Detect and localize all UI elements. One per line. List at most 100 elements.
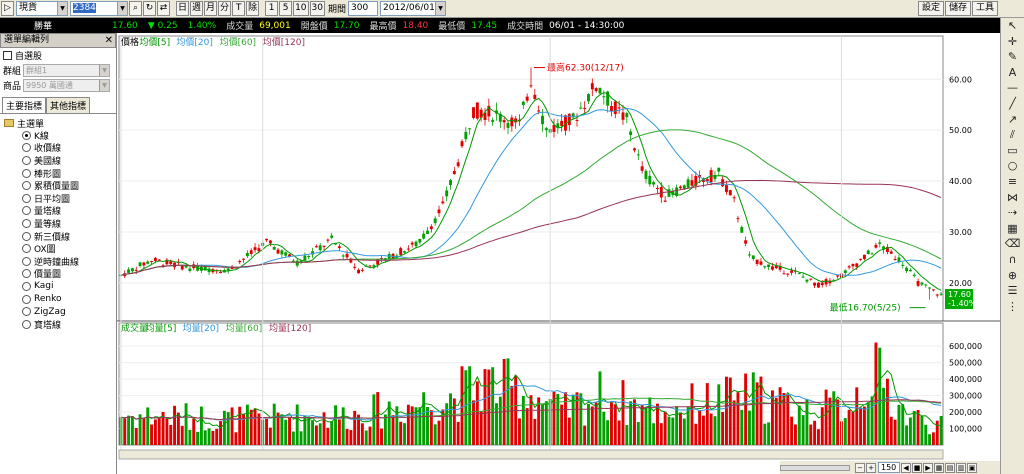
period-count-input[interactable]: 300 bbox=[348, 1, 378, 16]
channel-icon[interactable]: ⫽ bbox=[1010, 128, 1015, 142]
circle-icon[interactable]: ○ bbox=[1007, 159, 1018, 173]
search-icon[interactable]: ⌕ bbox=[129, 1, 142, 16]
candle-body bbox=[560, 120, 564, 126]
stock-code-input[interactable]: 2384 ▼ bbox=[70, 1, 128, 16]
indicator-item[interactable]: OX圖 bbox=[0, 242, 116, 255]
indicator-item[interactable]: 量塔線 bbox=[0, 205, 116, 217]
ray-icon[interactable]: ↗ bbox=[1007, 112, 1018, 126]
volume-bar bbox=[587, 403, 590, 445]
radio-button[interactable] bbox=[22, 143, 31, 153]
indicator-item[interactable]: Renko bbox=[0, 293, 116, 306]
fibo-icon[interactable]: ≡ bbox=[1007, 174, 1018, 188]
zoom-input[interactable]: 150 bbox=[878, 462, 900, 473]
interval-30-button[interactable]: 30 bbox=[309, 1, 325, 16]
chart-area[interactable]: 60.00 50.00 40.00 30.00 20.00 600,000 500,000 4… bbox=[117, 33, 1000, 474]
grid-icon[interactable]: ▦ bbox=[1007, 221, 1018, 235]
interval-5-button[interactable]: 5 bbox=[279, 1, 293, 16]
volume-bar bbox=[640, 404, 644, 445]
date-input[interactable]: 2012/06/01 ▼ bbox=[380, 1, 446, 16]
indicator-item[interactable]: 收價線 bbox=[0, 142, 116, 154]
play-icon[interactable]: ▷ bbox=[1, 1, 14, 16]
eraser-icon[interactable]: ⌫ bbox=[1004, 237, 1021, 251]
tree-root[interactable]: 主選單 bbox=[0, 117, 116, 130]
radio-button[interactable] bbox=[22, 319, 31, 329]
tab-other-indicators[interactable]: 其他指標 bbox=[46, 97, 91, 113]
radio-button[interactable] bbox=[22, 307, 31, 317]
period-week-button[interactable]: 週 bbox=[190, 1, 204, 16]
zoom-icon[interactable]: ⊕ bbox=[1007, 268, 1018, 282]
self-select-checkbox[interactable] bbox=[3, 51, 12, 60]
nav-prev-button[interactable]: ◀ bbox=[901, 462, 911, 473]
stock-chart-svg[interactable]: 60.00 50.00 40.00 30.00 20.00 600,000 500,000 4… bbox=[117, 33, 1000, 474]
nav-next-button[interactable]: ▶ bbox=[923, 462, 933, 473]
indicator-item[interactable]: K線 bbox=[0, 129, 116, 142]
period-month-button[interactable]: 月 bbox=[204, 1, 218, 16]
volume-bar bbox=[475, 381, 479, 445]
indicator-item[interactable]: ZigZag bbox=[0, 305, 116, 318]
radio-button[interactable] bbox=[22, 206, 31, 216]
indicator-item[interactable]: 逆時鐘曲線 bbox=[0, 255, 116, 268]
close-icon[interactable]: ✕ bbox=[104, 35, 113, 46]
layout-icon[interactable]: ▣ bbox=[967, 462, 977, 473]
radio-button[interactable] bbox=[22, 218, 31, 228]
list-icon[interactable]: ☰ bbox=[1007, 284, 1018, 298]
magnet-icon[interactable]: ∩ bbox=[1008, 252, 1017, 266]
indicator-item[interactable]: 棒形圖 bbox=[0, 167, 116, 180]
volume-bar bbox=[564, 392, 567, 445]
period-tick-button[interactable]: T bbox=[232, 1, 246, 16]
indicator-item[interactable]: 美國線 bbox=[0, 154, 116, 167]
candle-body bbox=[429, 226, 433, 230]
crosshair-icon[interactable]: ✛ bbox=[1007, 34, 1018, 48]
period-minute-button[interactable]: 分 bbox=[218, 1, 232, 16]
indicator-item[interactable]: 累積價量圖 bbox=[0, 179, 116, 192]
market-select[interactable]: 現貨 ▼ bbox=[16, 1, 68, 16]
save-button[interactable]: 儲存 bbox=[944, 1, 971, 16]
layout-icon[interactable]: ▤ bbox=[945, 462, 955, 473]
extra-icon[interactable]: ⋮ bbox=[1007, 299, 1018, 313]
self-select-row[interactable]: 自選股 bbox=[0, 48, 116, 63]
group-select[interactable]: 群組1 ▼ bbox=[23, 64, 110, 77]
layout-icon[interactable]: ▦ bbox=[934, 462, 944, 473]
radio-button[interactable] bbox=[22, 231, 31, 241]
product-select[interactable]: 9950 萬國通 ▼ bbox=[23, 79, 110, 92]
indicator-item[interactable]: 價量圖 bbox=[0, 268, 116, 280]
radio-button[interactable] bbox=[22, 256, 31, 266]
hline-icon[interactable]: — bbox=[1007, 81, 1018, 95]
nav-stop-button[interactable]: ■ bbox=[912, 462, 922, 473]
indicator-item[interactable]: 寶塔線 bbox=[0, 318, 116, 331]
arrow-icon[interactable]: ⇢ bbox=[1007, 206, 1018, 220]
gann-icon[interactable]: ⋈ bbox=[1007, 190, 1018, 204]
interval-1-button[interactable]: 1 bbox=[265, 1, 279, 16]
layout-icon[interactable]: ▥ bbox=[956, 462, 966, 473]
radio-button[interactable] bbox=[22, 193, 31, 203]
volume-bar bbox=[878, 347, 882, 445]
radio-button[interactable] bbox=[22, 168, 31, 178]
zoom-in-button[interactable]: + bbox=[866, 462, 876, 473]
indicator-item[interactable]: Kagi bbox=[0, 280, 116, 293]
indicator-item[interactable]: 新三價線 bbox=[0, 230, 116, 243]
scrollbar[interactable] bbox=[780, 464, 850, 471]
radio-button[interactable] bbox=[22, 155, 31, 165]
pointer-icon[interactable]: ↖ bbox=[1007, 19, 1018, 32]
tab-main-indicators[interactable]: 主要指標 bbox=[2, 97, 47, 113]
indicator-item[interactable]: 量等線 bbox=[0, 217, 116, 230]
interval-10-button[interactable]: 10 bbox=[293, 1, 309, 16]
text-icon[interactable]: A bbox=[1008, 65, 1017, 79]
radio-button[interactable] bbox=[22, 244, 31, 254]
period-exright-button[interactable]: 除 bbox=[246, 1, 260, 16]
radio-button[interactable] bbox=[22, 130, 31, 140]
settings-button[interactable]: 設定 bbox=[917, 1, 944, 16]
pencil-icon[interactable]: ✎ bbox=[1007, 50, 1018, 64]
radio-button[interactable] bbox=[22, 281, 31, 291]
indicator-item[interactable]: 日平均圖 bbox=[0, 192, 116, 205]
zoom-out-button[interactable]: − bbox=[855, 462, 865, 473]
compare-icon[interactable]: ⇄ bbox=[157, 1, 170, 16]
refresh-icon[interactable]: ↻ bbox=[143, 1, 156, 16]
radio-button[interactable] bbox=[22, 294, 31, 304]
period-day-button[interactable]: 日 bbox=[176, 1, 190, 16]
radio-button[interactable] bbox=[22, 181, 31, 191]
tools-button[interactable]: 工具 bbox=[971, 1, 998, 16]
line-icon[interactable]: ╱ bbox=[1009, 96, 1016, 110]
rect-icon[interactable]: ▭ bbox=[1007, 143, 1018, 157]
radio-button[interactable] bbox=[22, 269, 31, 279]
